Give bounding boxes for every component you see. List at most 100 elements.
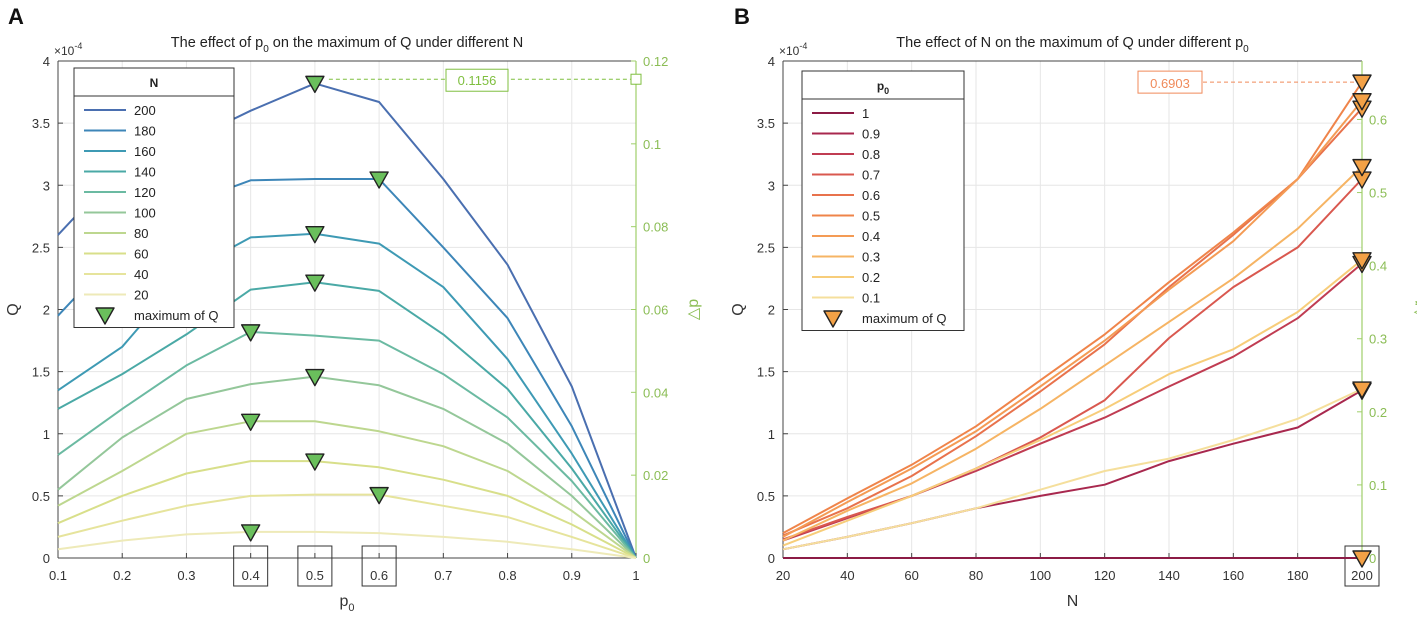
legend-label: 1 xyxy=(862,106,869,121)
legend-label: 60 xyxy=(134,247,148,262)
max-marker-60 xyxy=(305,453,325,471)
x-tick-label: 180 xyxy=(1287,568,1309,583)
legend-label: 40 xyxy=(134,267,148,282)
legend-label: 160 xyxy=(134,144,156,159)
legend-label: 0.3 xyxy=(862,250,880,265)
series-line-0.1 xyxy=(782,388,1363,551)
legend-title: N xyxy=(150,76,159,90)
panel-a-chart: A0.1 0.2 0.3 0.4 0.5 0.6 0.7 0.8 0.9 100.511.522.… xyxy=(5,4,702,614)
y-tick-label: 0.5 xyxy=(757,489,775,504)
max-marker-200 xyxy=(305,75,325,94)
y2-tick-label: 0.5 xyxy=(1369,186,1387,201)
series-line-100 xyxy=(57,375,637,559)
y2-tick-label: 0.2 xyxy=(1369,405,1387,420)
legend-label: 0.9 xyxy=(862,127,880,142)
highlight-box xyxy=(297,545,333,587)
highlight-box xyxy=(361,545,397,587)
max-marker-0.1 xyxy=(1352,381,1372,399)
y2-axis-label: △r xyxy=(1411,300,1417,318)
legend-label-marker: maximum of Q xyxy=(862,311,947,326)
panel-b-chart: B20 40 60 80 100 120 140 160 180 20000.511.522.53… xyxy=(730,4,1417,610)
exponent-base: ×10 xyxy=(54,44,75,58)
highlight-box xyxy=(1344,545,1380,587)
y2-tick-label: 0 xyxy=(643,551,650,566)
exponent-base: ×10 xyxy=(779,44,800,58)
y2-tick-label: 0.12 xyxy=(643,54,668,69)
max-marker-0.4 xyxy=(1352,93,1372,111)
chart-title: The effect of p0 on the maximum of Q und… xyxy=(171,35,523,55)
legend-title: p0 xyxy=(877,79,889,96)
series-line-0.4 xyxy=(782,100,1363,538)
series-line-0.3 xyxy=(782,165,1363,542)
y-tick-label: 0.5 xyxy=(32,489,50,504)
x-tick-label: 0.5 xyxy=(306,568,324,583)
series-line-0.9 xyxy=(782,389,1363,551)
y-tick-label: 0 xyxy=(768,551,775,566)
y-tick-label: 2.5 xyxy=(32,240,50,255)
y-tick-label: 4 xyxy=(43,54,50,69)
y-tick-label: 3 xyxy=(43,178,50,193)
y-tick-label: 3.5 xyxy=(757,116,775,131)
y2-tick-label: 0 xyxy=(1369,551,1376,566)
y2-tick-label: 0.04 xyxy=(643,385,668,400)
y2-tick-label: 0.1 xyxy=(643,137,661,152)
y-tick-label: 4 xyxy=(768,54,775,69)
legend-label: 0.2 xyxy=(862,270,880,285)
panel-a-letter: A xyxy=(8,4,24,29)
legend-label: 20 xyxy=(134,288,148,303)
x-tick-label: 1 xyxy=(632,568,639,583)
highlight-box xyxy=(233,545,269,587)
x-tick-label: 0.6 xyxy=(370,568,388,583)
y-tick-label: 1.5 xyxy=(757,365,775,380)
x-tick-label: 160 xyxy=(1222,568,1244,583)
title-main: The effect of p xyxy=(171,35,263,51)
y-axis-label: Q xyxy=(5,303,22,315)
series-line-120 xyxy=(57,330,637,559)
y2-tick-label: 0.06 xyxy=(643,303,668,318)
y-axis-label: Q xyxy=(730,303,747,315)
x-tick-label: 0.1 xyxy=(49,568,67,583)
x-axis-label: p0 xyxy=(339,593,354,614)
legend-box xyxy=(801,70,965,331)
max-marker-0.3 xyxy=(1352,158,1372,177)
max-marker-1 xyxy=(1352,550,1372,568)
panel-b-letter: B xyxy=(734,4,750,29)
max-marker-140 xyxy=(305,274,325,292)
x-label-main: N xyxy=(1067,593,1079,610)
x-tick-label: 0.7 xyxy=(434,568,452,583)
x-tick-label: 0.8 xyxy=(499,568,517,583)
legend-label: 200 xyxy=(134,103,156,118)
legend-label: 180 xyxy=(134,124,156,139)
legend-label: 80 xyxy=(134,226,148,241)
exponent-label: ×10-4 xyxy=(779,41,807,58)
legend-marker-icon xyxy=(823,310,843,328)
chart-title: The effect of N on the maximum of Q unde… xyxy=(896,35,1249,55)
y-tick-label: 2.5 xyxy=(757,240,775,255)
annotation-value: 0.6903 xyxy=(1150,76,1190,91)
annotation-value: 0.1156 xyxy=(458,73,497,88)
x-tick-label: 0.9 xyxy=(563,568,581,583)
max-marker-0.5 xyxy=(1352,74,1372,92)
title-rest: on the maximum of Q under different N xyxy=(269,35,523,51)
legend-marker-icon xyxy=(95,307,115,325)
x-tick-label: 200 xyxy=(1351,568,1373,583)
series-line-40 xyxy=(57,493,637,559)
max-marker-120 xyxy=(240,324,261,342)
legend-title-subscript: 0 xyxy=(884,86,889,96)
y2-tick-label: 0.3 xyxy=(1369,332,1387,347)
y-tick-label: 1 xyxy=(768,427,775,442)
max-marker-80 xyxy=(240,413,261,432)
exponent-label: ×10-4 xyxy=(54,41,82,58)
y-tick-label: 2 xyxy=(768,303,775,318)
y2-tick-label: 0.6 xyxy=(1369,112,1387,127)
y-tick-label: 2 xyxy=(43,303,50,318)
y-tick-label: 0 xyxy=(43,551,50,566)
title-main: The effect of N on the maximum of Q unde… xyxy=(896,35,1243,51)
legend-box xyxy=(73,67,235,328)
x-tick-label: 140 xyxy=(1158,568,1180,583)
x-label-main: p xyxy=(339,593,348,610)
y2-axis-label: △p xyxy=(685,299,702,320)
legend-label: 100 xyxy=(134,206,156,221)
x-axis-label: N xyxy=(1067,593,1079,610)
